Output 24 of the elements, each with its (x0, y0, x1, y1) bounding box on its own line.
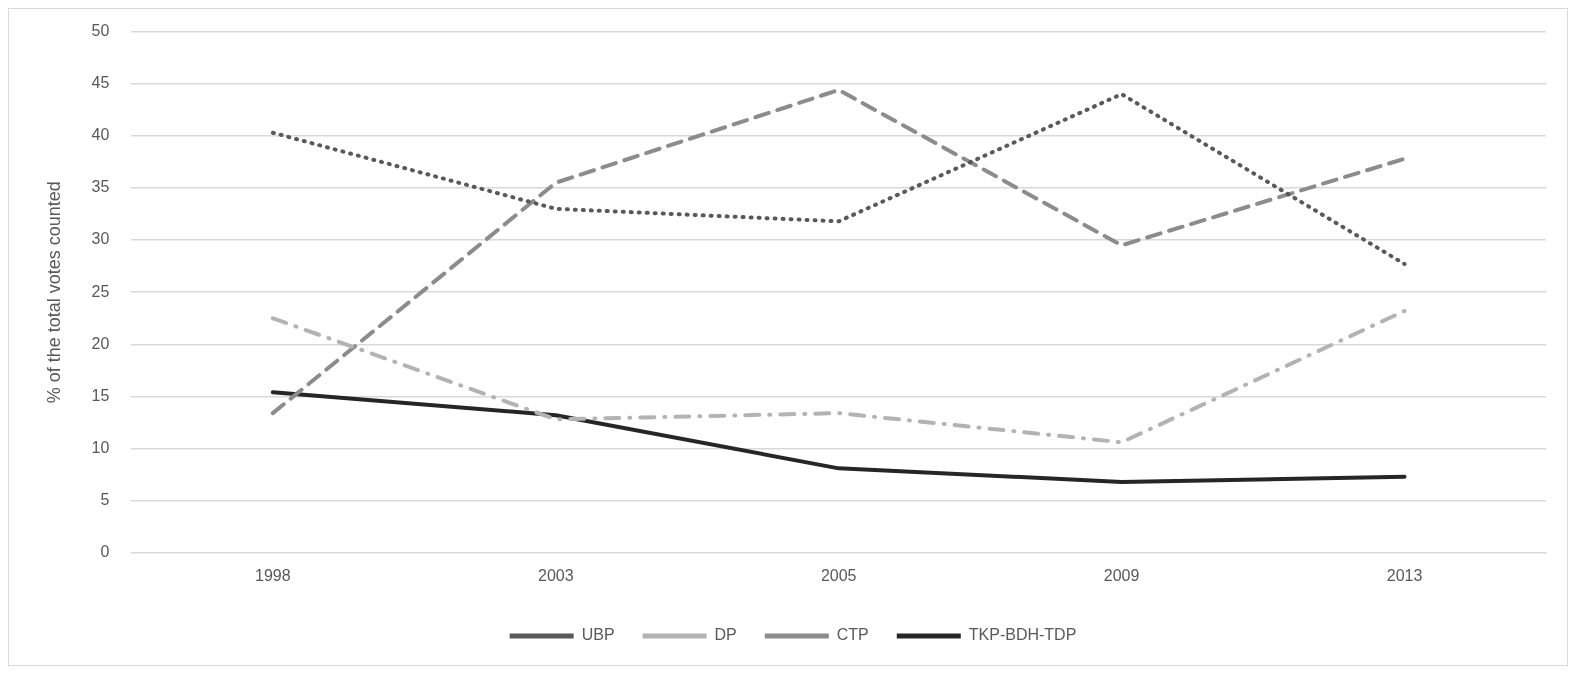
y-tick-label: 0 (100, 543, 110, 561)
y-tick-label: 35 (91, 178, 110, 196)
y-tick-label: 10 (91, 438, 110, 456)
y-tick-label: 15 (91, 386, 110, 404)
legend-label: TKP-BDH-TDP (968, 626, 1077, 644)
x-tick-label: 2009 (1103, 566, 1140, 584)
line-series (270, 87, 1407, 416)
line-series (270, 92, 1407, 267)
y-tick-label: 45 (91, 74, 110, 92)
y-tick-label: 30 (91, 230, 110, 248)
y-tick-label: 5 (100, 491, 110, 509)
legend-label: UBP (581, 626, 615, 644)
legend-label: DP (714, 626, 737, 644)
y-tick-label: 40 (91, 126, 110, 144)
x-tick-label: 2005 (820, 566, 857, 584)
line-series (270, 308, 1407, 445)
legend-label: CTP (836, 626, 869, 644)
y-tick-label: 20 (91, 334, 110, 352)
x-tick-label: 1998 (255, 566, 291, 584)
x-tick-label: 2003 (537, 566, 574, 584)
y-axis-title: % of the total votes counted (43, 181, 64, 404)
y-tick-label: 50 (91, 22, 110, 40)
x-tick-label: 2013 (1386, 566, 1423, 584)
y-tick-label: 25 (91, 282, 110, 300)
